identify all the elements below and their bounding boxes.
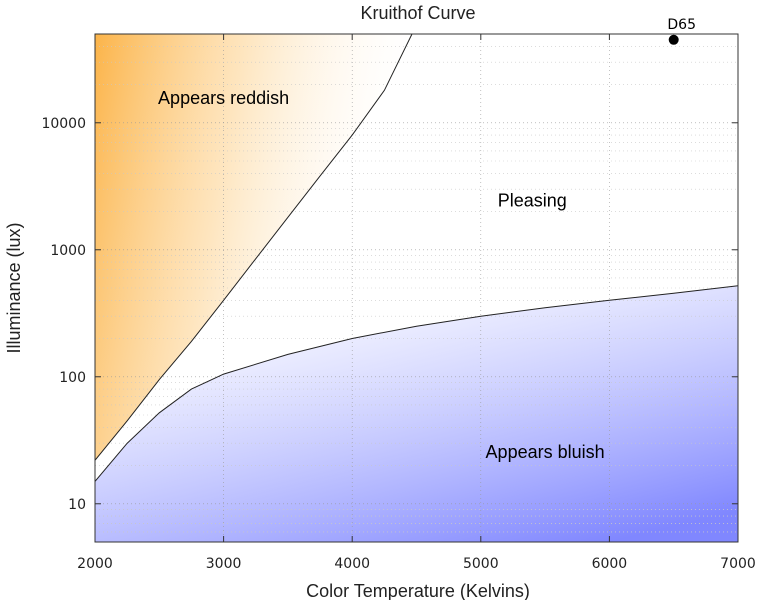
x-axis-label: Color Temperature (Kelvins) <box>306 581 530 600</box>
axis-ticks <box>94 34 739 542</box>
y-tick-label: 100 <box>59 370 86 386</box>
region-label: Appears bluish <box>486 442 605 462</box>
lower-boundary-line <box>95 285 738 482</box>
d65-label: D65 <box>667 17 696 33</box>
chart-title: Kruithof Curve <box>360 3 475 23</box>
x-tick-label: 3000 <box>206 556 242 572</box>
x-tick-label: 6000 <box>592 556 628 572</box>
d65-point <box>668 34 679 45</box>
grid-lines <box>95 34 738 542</box>
y-tick-label: 10 <box>68 497 86 513</box>
y-tick-label: 10000 <box>41 116 86 132</box>
plot-frame <box>94 33 739 543</box>
bluish-region <box>95 285 738 542</box>
x-tick-label: 4000 <box>334 556 370 572</box>
x-tick-label: 2000 <box>77 556 113 572</box>
x-tick-label: 5000 <box>463 556 499 572</box>
region-fills <box>95 34 738 542</box>
reddish-region <box>95 34 412 461</box>
region-labels: Appears reddish Pleasing Appears bluish <box>158 88 605 462</box>
region-label: Pleasing <box>498 190 567 210</box>
tick-labels: 2000 3000 4000 5000 6000 7000 10 100 1000 10000 <box>41 116 755 572</box>
data-points: D65 <box>667 17 696 45</box>
region-label: Appears reddish <box>158 88 289 108</box>
y-tick-label: 1000 <box>50 243 86 259</box>
x-tick-label: 7000 <box>720 556 756 572</box>
boundary-curves <box>95 34 738 482</box>
y-axis-label: Illuminance (lux) <box>4 222 24 353</box>
upper-boundary-line <box>95 34 413 461</box>
